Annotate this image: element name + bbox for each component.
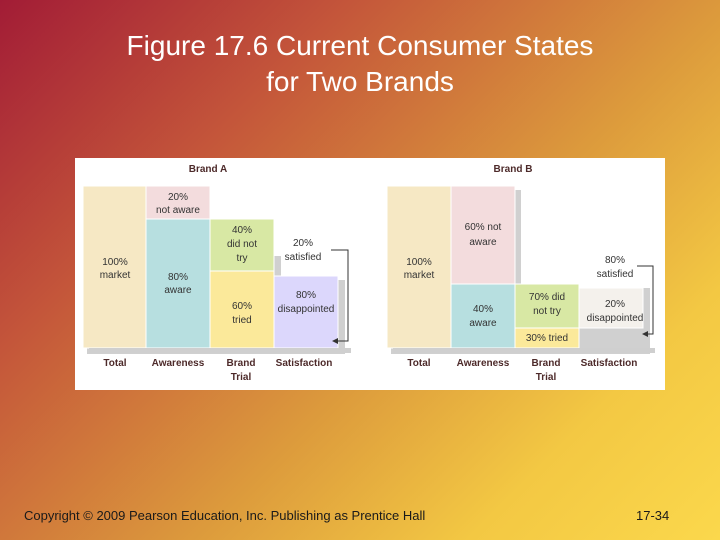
brand-a-label: Brand A (189, 164, 228, 175)
brand-b-did-not-try-line1: 70% did (529, 292, 565, 303)
brand-b-label: Brand B (494, 164, 533, 175)
brand-a-disappointed-pct: 80% (296, 290, 316, 301)
brand-b-did-not-try-line2: not try (533, 306, 561, 317)
brand-b-aware-segment (450, 283, 516, 349)
brand-a-tried-segment (209, 270, 275, 349)
brand-b-not-aware-line2: aware (469, 237, 497, 248)
slide-title: Figure 17.6 Current Consumer States for … (60, 28, 660, 100)
brand-a-aware-pct: 80% (168, 272, 188, 283)
brand-a-tried-pct: 60% (232, 301, 252, 312)
brand-a-diagram: Brand A 100% market 20% not aware 80% aw… (82, 164, 351, 383)
brand-b-aware-pct: 40% (473, 304, 493, 315)
brand-b-total-bar (386, 185, 452, 349)
brand-b-diagram: Brand B 100% market 60% not aware 40% aw… (386, 164, 655, 383)
brand-a-satisfied-word: satisfied (285, 252, 322, 263)
slide-title-line-2: for Two Brands (266, 66, 454, 97)
brand-b-total-word: market (404, 270, 435, 281)
brand-a-axis-trial: Trial (231, 372, 252, 383)
brand-a-did-not-try-pct: 40% (232, 225, 252, 236)
consumer-states-diagram: Brand A 100% market 20% not aware 80% aw… (82, 164, 655, 383)
brand-a-disappointed-word: disappointed (278, 304, 335, 315)
brand-a-did-not-try-segment (209, 218, 275, 272)
brand-a-axis-awareness: Awareness (152, 358, 205, 369)
brand-a-tried-word: tried (232, 315, 251, 326)
brand-b-disappointed-word: disappointed (587, 313, 644, 324)
figure-panel: Brand A 100% market 20% not aware 80% aw… (75, 158, 665, 390)
brand-b-satisfied-word: satisfied (597, 269, 634, 280)
copyright-text: Copyright © 2009 Pearson Education, Inc.… (24, 508, 426, 523)
brand-a-did-not-try-line1: did not (227, 239, 257, 250)
brand-a-not-aware-segment (145, 185, 211, 220)
brand-a-total-word: market (100, 270, 131, 281)
brand-a-axis-satisfaction: Satisfaction (276, 358, 333, 369)
brand-b-aware-word: aware (469, 318, 497, 329)
slide-title-line-1: Figure 17.6 Current Consumer States (126, 30, 594, 61)
brand-b-axis-trial: Trial (536, 372, 557, 383)
brand-a-baseline (89, 348, 351, 353)
brand-a-satisfied-pct: 20% (293, 238, 313, 249)
brand-b-not-aware-segment (450, 185, 516, 285)
brand-a-not-aware-pct: 20% (168, 192, 188, 203)
brand-b-axis-brand: Brand (532, 358, 561, 369)
brand-b-tried-label: 30% tried (526, 333, 568, 344)
brand-b-total-pct: 100% (406, 257, 432, 268)
page-number: 17-34 (636, 508, 670, 523)
brand-b-axis-awareness: Awareness (457, 358, 510, 369)
brand-b-baseline (393, 348, 655, 353)
brand-a-aware-word: aware (164, 285, 192, 296)
brand-b-disappointed-pct: 20% (605, 299, 625, 310)
brand-b-axis-total: Total (407, 358, 430, 369)
brand-b-did-not-try-segment (514, 283, 580, 329)
brand-a-total-bar (82, 185, 148, 349)
brand-b-not-aware-line1: 60% not (465, 222, 502, 233)
brand-a-axis-total: Total (103, 358, 126, 369)
brand-b-bracket-arrow (637, 265, 654, 337)
brand-a-did-not-try-line2: try (236, 253, 247, 264)
brand-b-satisfied-pct: 80% (605, 255, 625, 266)
brand-b-axis-satisfaction: Satisfaction (581, 358, 638, 369)
brand-a-axis-brand: Brand (227, 358, 256, 369)
brand-a-aware-segment (145, 218, 211, 349)
brand-b-disappointed-segment (578, 287, 644, 329)
brand-a-total-pct: 100% (102, 257, 128, 268)
brand-a-bracket-arrow (331, 249, 349, 344)
brand-a-not-aware-word: not aware (156, 205, 200, 216)
